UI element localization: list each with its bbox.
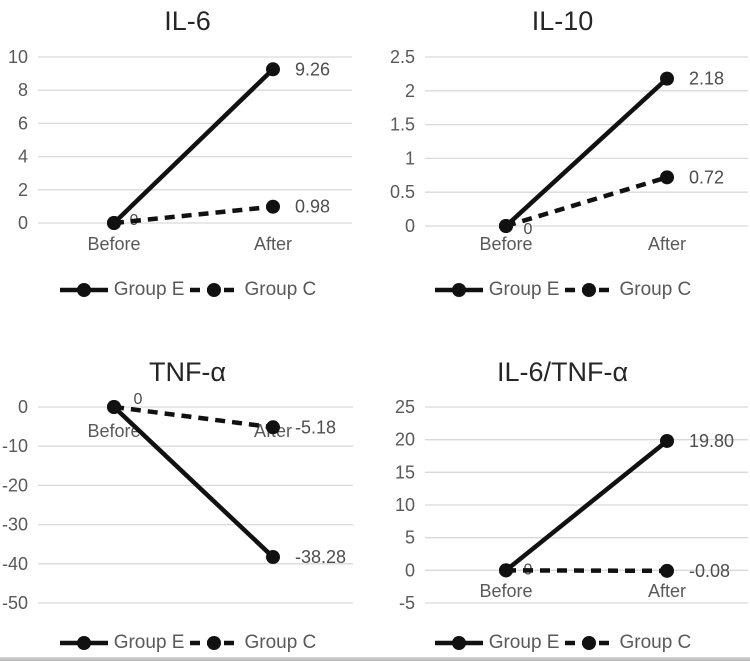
chart-legend-tnfa: Group E Group C xyxy=(0,632,375,654)
y-tick-label: 0 xyxy=(18,213,28,233)
y-tick-label: -50 xyxy=(2,593,28,613)
data-label-after: 2.18 xyxy=(689,69,724,89)
chart-legend-il6-tnfa: Group E Group C xyxy=(375,632,750,654)
series-marker xyxy=(266,62,280,77)
x-category-label: After xyxy=(648,581,686,601)
y-tick-label: 10 xyxy=(395,495,415,515)
y-tick-label: 0 xyxy=(18,397,28,417)
legend-label-group-c: Group C xyxy=(244,279,317,300)
chart-il6-tnfa: IL-6/TNF-α 2520151050-5BeforeAfter019.80… xyxy=(375,330,750,661)
series-line-solid xyxy=(504,439,669,573)
data-label-after: 19.80 xyxy=(689,431,734,451)
y-tick-label: 0.5 xyxy=(390,182,415,202)
legend-solid-line-icon xyxy=(58,634,110,652)
chart-title-il6: IL-6 xyxy=(164,6,211,36)
x-category-label: After xyxy=(648,234,686,254)
legend-label-group-e: Group E xyxy=(488,279,560,300)
legend-dashed-line-icon xyxy=(563,634,615,652)
y-tick-label: -40 xyxy=(2,554,28,574)
y-tick-label: -30 xyxy=(2,515,28,535)
x-category-label: Before xyxy=(87,421,140,441)
legend-label-group-e: Group E xyxy=(488,632,560,653)
data-label-after: -0.08 xyxy=(689,561,730,581)
y-tick-label: 0 xyxy=(405,216,415,236)
screenshot-bottom-edge xyxy=(0,657,750,661)
legend-solid-line-icon xyxy=(433,634,485,652)
data-label-before: 0 xyxy=(524,221,533,238)
series-line-dashed xyxy=(505,175,668,229)
series-line-solid xyxy=(112,405,275,559)
chart-il10: IL-10 2.5 2 1.5 1 0.5 0 Before After 0 2.18 0.72 G… xyxy=(375,0,750,330)
y-tick-label: 5 xyxy=(405,528,415,548)
x-category-label: After xyxy=(254,234,292,254)
series-marker xyxy=(107,216,121,230)
series-marker xyxy=(660,563,674,578)
legend-label-group-c: Group C xyxy=(619,279,692,300)
y-tick-label: 1 xyxy=(405,148,415,168)
series-marker xyxy=(660,170,674,185)
series-marker xyxy=(660,71,674,86)
y-tick-label: -20 xyxy=(2,475,28,495)
legend-label-group-c: Group C xyxy=(244,632,317,653)
series-marker xyxy=(266,550,280,565)
y-tick-label: 0 xyxy=(405,560,415,580)
series-line-dashed xyxy=(113,204,274,226)
y-tick-label: 15 xyxy=(395,462,415,482)
series-marker xyxy=(266,199,280,214)
y-tick-label: 2.5 xyxy=(390,47,415,67)
y-tick-label: 25 xyxy=(395,397,415,417)
series-line-solid xyxy=(504,76,669,228)
y-tick-label: -10 xyxy=(2,436,28,456)
chart-legend-il6: Group E Group C xyxy=(0,279,375,301)
y-tick-label: 1.5 xyxy=(390,115,415,135)
y-tick-label: 2 xyxy=(18,180,28,200)
y-tick-label: 4 xyxy=(18,147,28,167)
legend-dashed-line-icon xyxy=(188,281,240,299)
series-marker xyxy=(107,400,121,414)
y-tick-label: 8 xyxy=(18,80,28,100)
chart-title-tnfa: TNF-α xyxy=(148,357,227,387)
chart-plot-il6: 1086420BeforeAfter09.260.98 xyxy=(8,47,352,254)
series-marker xyxy=(660,433,674,448)
legend-label-group-e: Group E xyxy=(113,632,185,653)
data-label-before: 0 xyxy=(134,391,143,408)
x-category-label: Before xyxy=(87,234,140,254)
chart-legend-il10: Group E Group C xyxy=(375,279,750,301)
y-tick-label: 10 xyxy=(8,47,28,67)
chart-title-il10: IL-10 xyxy=(531,6,594,36)
data-label-after: -38.28 xyxy=(295,547,346,567)
legend-solid-line-icon xyxy=(58,281,110,299)
x-category-label: Before xyxy=(479,234,532,254)
chart-title-il6-tnfa: IL-6/TNF-α xyxy=(496,357,629,387)
data-label-after: 0.98 xyxy=(295,197,330,217)
legend-solid-line-icon xyxy=(433,281,485,299)
chart-tnfa: TNF-α 0-10-20-30-40-50BeforeAfter0-38.28… xyxy=(0,330,375,661)
legend-dashed-line-icon xyxy=(188,634,240,652)
series-marker xyxy=(266,420,280,435)
series-line-dashed xyxy=(505,568,668,574)
data-label-after: 9.26 xyxy=(295,59,330,79)
y-tick-label: 2 xyxy=(405,81,415,101)
y-tick-label: 6 xyxy=(18,113,28,133)
y-tick-label: 20 xyxy=(395,430,415,450)
series-marker xyxy=(499,219,513,233)
series-line-solid xyxy=(112,67,275,225)
legend-label-group-e: Group E xyxy=(113,279,185,300)
data-label-after: 0.72 xyxy=(689,167,724,187)
series-line-dashed xyxy=(113,404,274,430)
legend-label-group-c: Group C xyxy=(619,632,692,653)
data-label-after: -5.18 xyxy=(295,417,336,437)
x-category-label: Before xyxy=(479,581,532,601)
series-marker xyxy=(499,563,513,578)
chart-il6: IL-6 1086420BeforeAfter09.260.98 Group E… xyxy=(0,0,375,330)
legend-dashed-line-icon xyxy=(563,281,615,299)
y-tick-label: -5 xyxy=(399,593,415,613)
